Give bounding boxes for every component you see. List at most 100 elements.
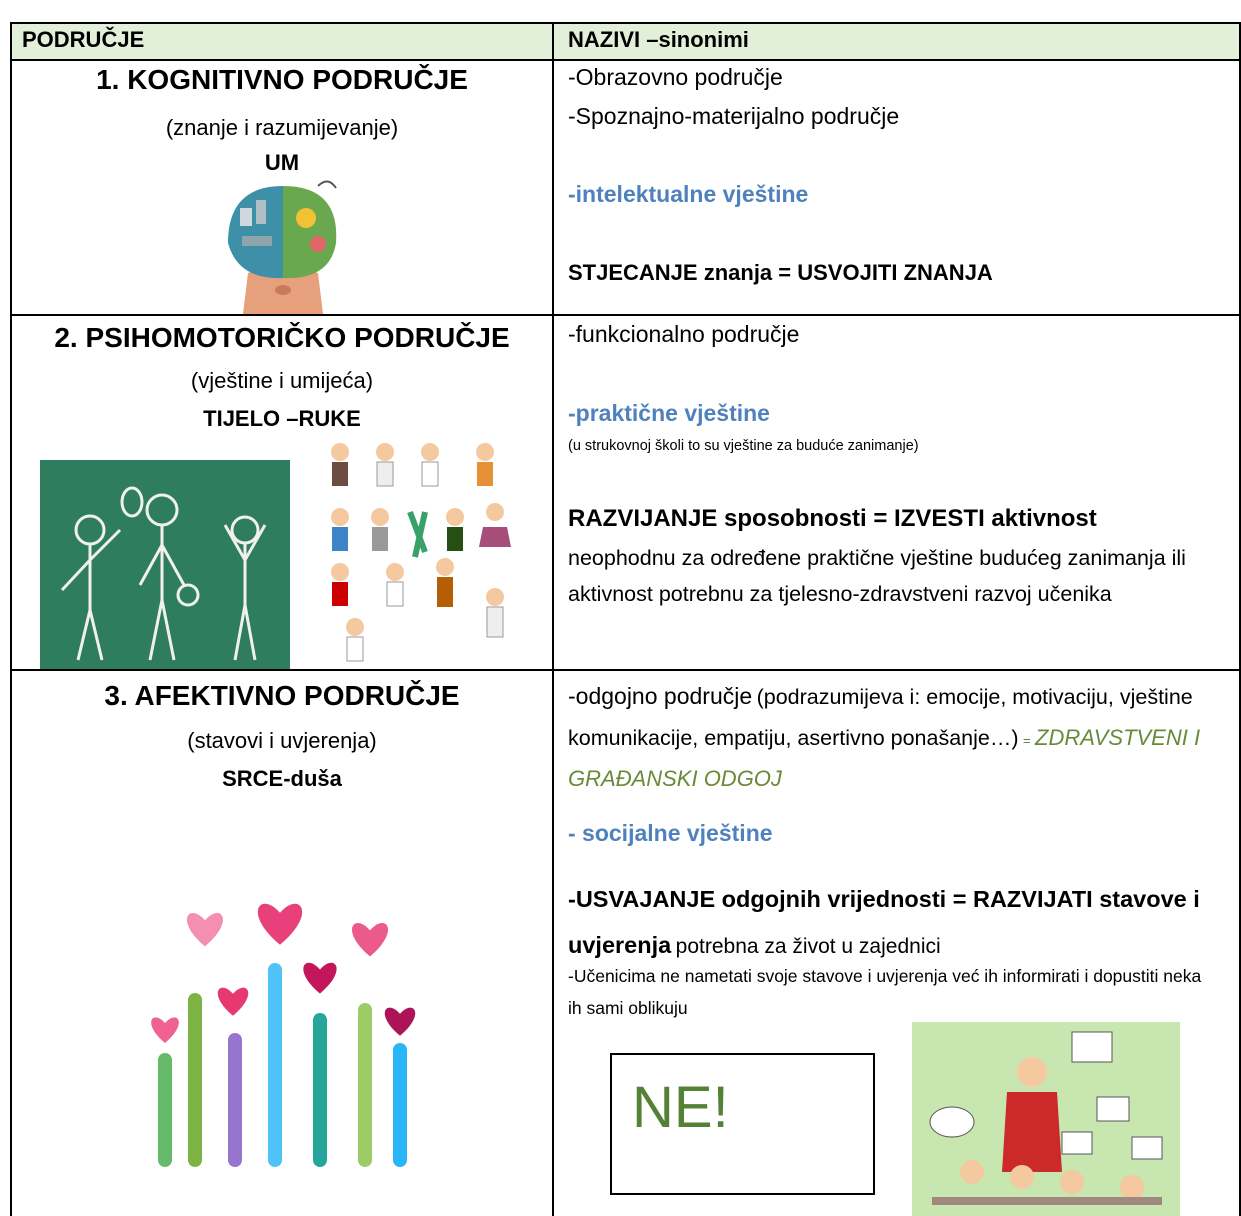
illustration-shape — [486, 503, 504, 521]
illustration-shape — [186, 913, 224, 947]
illustration-shape — [447, 527, 463, 551]
professions-illustration — [331, 443, 511, 662]
illustration-shape — [242, 236, 272, 246]
goal-paragraph: -USVAJANJE odgojnih vrijednosti = RAZVIJ… — [568, 878, 1236, 970]
illustration-shape — [421, 443, 439, 461]
no-text: NE! — [632, 1075, 729, 1140]
illustration-shape — [376, 443, 394, 461]
border — [10, 22, 1241, 24]
goal: STJECANJE znanja = USVOJITI ZNANJA — [568, 260, 993, 285]
illustration-shape — [407, 510, 428, 558]
illustration-shape — [257, 903, 303, 945]
illustration-shape — [60, 486, 267, 661]
synonym: -odgojno područje — [568, 683, 753, 709]
goal-detail: potrebna za život u zajednici — [675, 935, 941, 958]
illustration-shape — [217, 987, 249, 1016]
border — [10, 314, 1241, 316]
illustration-shape — [372, 527, 388, 551]
brain-illustration — [228, 180, 337, 314]
synonym: -Spoznajno-materijalno područje — [568, 103, 900, 129]
classroom-illustration — [912, 1022, 1180, 1216]
illustration-shape — [1002, 1092, 1062, 1172]
equals: = — [1023, 733, 1031, 748]
synonym: -Obrazovno područje — [568, 64, 783, 90]
illustration-shape — [486, 606, 504, 638]
illustration-shape — [303, 962, 337, 994]
illustration-shape — [960, 1160, 984, 1184]
illustration-shape — [346, 618, 364, 636]
illustration-shape — [486, 588, 504, 606]
illustration-shape — [1061, 1131, 1093, 1155]
illustration-shape — [331, 508, 349, 526]
border — [10, 669, 1241, 671]
illustration-shape — [446, 508, 464, 526]
header-cell: NAZIVI –sinonimi — [568, 27, 749, 52]
illustration-shape — [371, 508, 389, 526]
note: -Učenicima ne nametati svoje stavove i u… — [568, 966, 1202, 1018]
illustration-shape — [317, 180, 337, 189]
illustration-shape — [1017, 1057, 1047, 1087]
illustration-shape — [331, 443, 349, 461]
illustration-shape — [296, 208, 316, 228]
illustration-shape — [376, 461, 394, 487]
border — [10, 59, 1241, 61]
illustration-shape — [120, 486, 144, 518]
illustration-shape — [176, 583, 200, 607]
illustration-shape — [310, 236, 326, 252]
row-keyword: UM — [264, 150, 300, 175]
illustration-shape — [384, 1007, 416, 1036]
illustration-shape — [256, 200, 266, 224]
synonym: -funkcionalno područje — [568, 321, 800, 347]
illustration-shape — [1010, 1165, 1034, 1189]
synonym-note: (podrazumijeva i: emocije, motivaciju, v… — [568, 685, 1193, 750]
row-subtitle: (vještine i umijeća) — [190, 368, 374, 393]
header-bg — [10, 22, 1240, 60]
border — [1239, 22, 1241, 1216]
row-title: 3. AFEKTIVNO PODRUČJE — [104, 680, 460, 711]
skills: -intelektualne vještine — [568, 181, 809, 207]
illustration-shape — [240, 208, 252, 226]
illustration-shape — [223, 524, 267, 661]
illustration-shape — [1071, 1031, 1113, 1063]
illustration-shape — [1096, 1096, 1130, 1122]
skills-note: (u strukovnoj školi to su vještine za bu… — [568, 438, 919, 454]
illustration-shape — [351, 923, 389, 957]
illustration-shape — [332, 582, 348, 606]
row-keyword: SRCE-duša — [222, 766, 342, 791]
skills: - socijalne vještine — [568, 820, 773, 846]
illustration-shape — [421, 461, 439, 487]
row-title: 1. KOGNITIVNO PODRUČJE — [96, 64, 468, 95]
illustration-shape — [158, 963, 407, 1167]
illustration-shape — [477, 462, 493, 486]
row-keyword: TIJELO –RUKE — [203, 406, 361, 431]
synonym-paragraph: -odgojno područje (podrazumijeva i: emoc… — [568, 677, 1236, 801]
illustration-shape — [1120, 1175, 1144, 1199]
illustration-shape — [138, 525, 186, 661]
illustration-shape — [275, 285, 291, 295]
illustration-shape — [476, 443, 494, 461]
illustration-shape — [331, 443, 511, 662]
illustration-shape — [228, 186, 283, 279]
illustration-shape — [332, 462, 348, 486]
illustration-shape — [386, 563, 404, 581]
illustration-shape — [60, 528, 122, 661]
no-box — [610, 1053, 875, 1195]
illustration-shape — [929, 1106, 975, 1138]
illustration-shape — [151, 903, 416, 1167]
border — [10, 22, 12, 1216]
illustration-shape — [151, 1017, 179, 1043]
chalkboard-illustration — [40, 460, 290, 669]
illustration-shape — [436, 558, 454, 576]
illustration-shape — [1060, 1170, 1084, 1194]
border — [552, 22, 554, 1216]
row-subtitle: (znanje i razumijevanje) — [165, 115, 399, 140]
row-title: 2. PSIHOMOTORIČKO PODRUČJE — [54, 322, 510, 353]
illustration-shape — [283, 186, 337, 279]
illustration-shape — [1131, 1136, 1163, 1160]
skills: -praktične vještine — [568, 400, 770, 426]
hearts-illustration — [151, 903, 416, 1167]
header-cell: PODRUČJE — [22, 27, 145, 52]
illustration-shape — [331, 563, 349, 581]
illustration-shape — [40, 460, 290, 669]
